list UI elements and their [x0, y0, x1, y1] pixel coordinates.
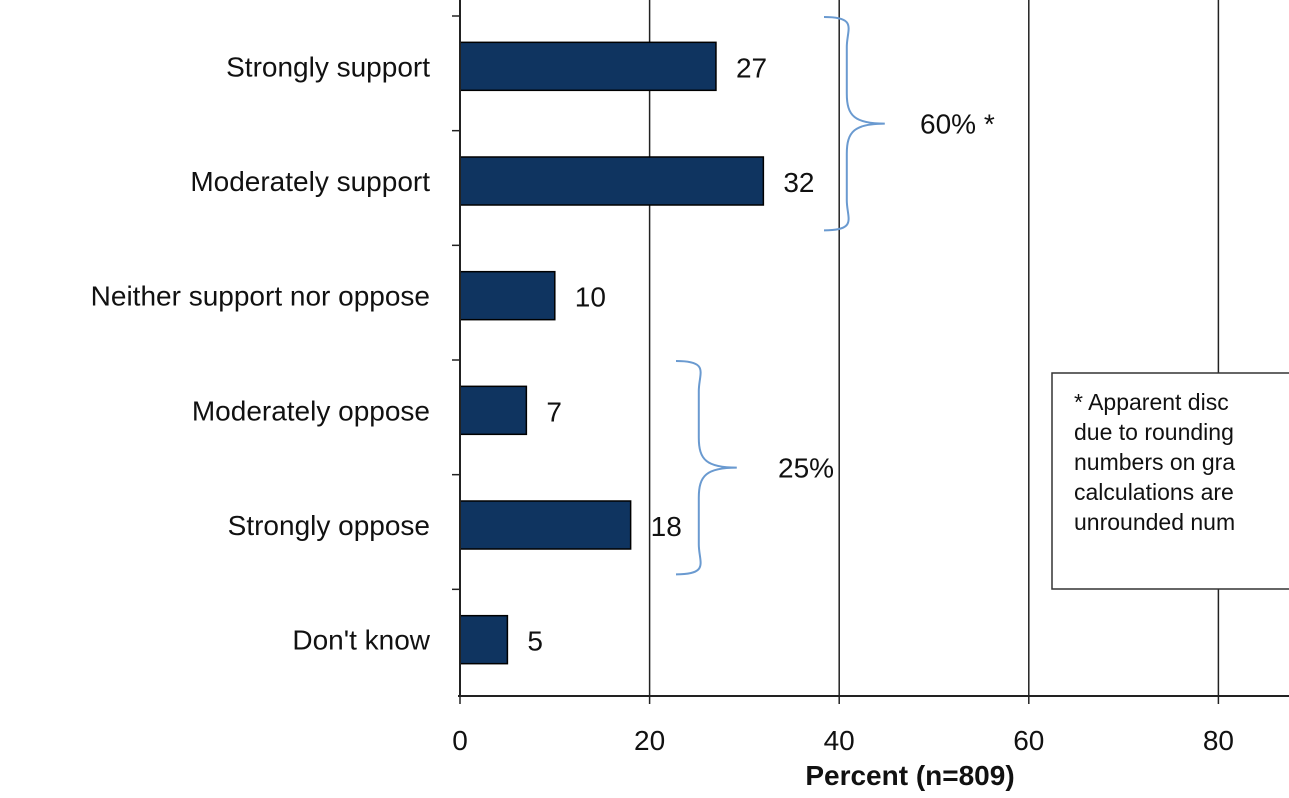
category-label-0: Strongly support [226, 51, 430, 82]
note-line-0: * Apparent disc [1074, 389, 1229, 415]
support-bracket-label: 60% * [920, 109, 995, 140]
bar-2 [459, 270, 556, 321]
bar-1 [459, 156, 765, 206]
x-tick-label-80: 80 [1203, 725, 1234, 756]
x-axis-title: Percent (n=809) [805, 760, 1014, 791]
category-label-4: Strongly oppose [228, 510, 430, 541]
value-label-1: 32 [783, 167, 814, 198]
oppose-bracket [675, 360, 737, 576]
bar-0 [459, 41, 717, 92]
value-label-3: 7 [546, 396, 562, 427]
value-label-4: 18 [651, 511, 682, 542]
x-tick-label-20: 20 [634, 725, 665, 756]
category-label-1: Moderately support [190, 166, 430, 197]
bar-4 [459, 500, 632, 550]
x-tick-label-0: 0 [452, 725, 468, 756]
support-bracket [823, 16, 885, 232]
bar-3 [459, 385, 528, 436]
note-box [1051, 372, 1289, 590]
value-label-2: 10 [575, 282, 606, 313]
value-label-5: 5 [527, 626, 543, 657]
category-label-5: Don't know [292, 625, 430, 656]
note-line-1: due to rounding [1074, 419, 1234, 445]
x-tick-label-60: 60 [1013, 725, 1044, 756]
x-tick-label-40: 40 [824, 725, 855, 756]
oppose-bracket-label: 25% [778, 453, 834, 484]
bar-5 [459, 614, 509, 665]
category-label-2: Neither support nor oppose [91, 281, 430, 312]
note-line-4: unrounded num [1074, 509, 1235, 535]
category-label-3: Moderately oppose [192, 395, 430, 426]
note-line-3: calculations are [1074, 479, 1234, 505]
value-label-0: 27 [736, 52, 767, 83]
note-line-2: numbers on gra [1074, 449, 1235, 475]
